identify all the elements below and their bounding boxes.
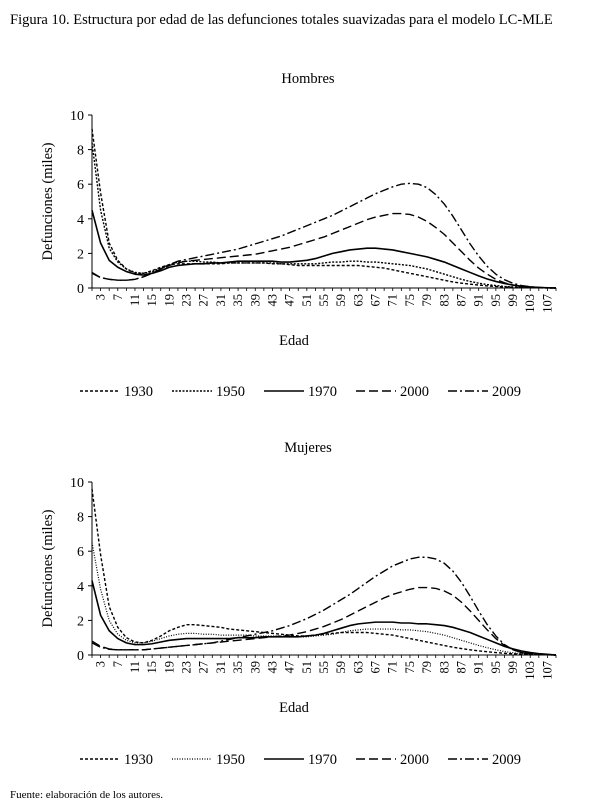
x-tick-label: 71 — [386, 294, 400, 307]
x-tick-label: 87 — [454, 661, 468, 674]
legend-label-1950: 1950 — [216, 384, 245, 400]
x-tick-label: 11 — [128, 294, 142, 306]
x-tick-label: 27 — [197, 661, 211, 674]
series-line-2000 — [91, 586, 557, 656]
x-tick-label: 19 — [162, 294, 176, 307]
x-tick-label: 43 — [265, 661, 279, 674]
x-tick-label: 39 — [248, 294, 262, 307]
series-line-1970 — [91, 580, 557, 656]
x-tick-label: 67 — [369, 661, 383, 674]
x-tick-label: 99 — [506, 294, 520, 307]
x-tick-label: 43 — [265, 294, 279, 307]
x-tick-label: 91 — [472, 661, 486, 674]
x-tick-label: 23 — [180, 661, 194, 674]
x-tick-label: 7 — [111, 294, 125, 300]
y-tick-label: 10 — [70, 476, 84, 491]
x-tick-label: 31 — [214, 294, 228, 307]
legend-label-2009: 2009 — [492, 384, 521, 400]
x-tick-label: 51 — [300, 294, 314, 307]
chart-title-mujeres: Mujeres — [284, 440, 332, 456]
x-tick-label: 31 — [214, 661, 228, 674]
x-tick-label: 55 — [317, 661, 331, 674]
x-tick-label: 35 — [231, 661, 245, 674]
source-footnote: Fuente: elaboración de los autores. — [10, 789, 164, 801]
series-line-2009 — [91, 556, 557, 656]
figure-title: Figura 10. Estructura por edad de las de… — [10, 12, 553, 28]
x-tick-label: 15 — [145, 661, 159, 674]
legend-label-1930: 1930 — [124, 384, 153, 400]
y-tick-label: 0 — [77, 282, 84, 297]
x-tick-label: 75 — [403, 661, 417, 674]
series-line-1950 — [91, 542, 557, 656]
x-tick-label: 107 — [540, 661, 554, 680]
x-tick-label: 103 — [523, 661, 537, 680]
x-tick-label: 3 — [94, 294, 108, 300]
x-tick-label: 39 — [248, 661, 262, 674]
x-tick-label: 95 — [489, 294, 503, 307]
legend-label-2000: 2000 — [400, 752, 429, 768]
series-line-2000 — [91, 212, 557, 289]
x-tick-label: 83 — [437, 661, 451, 674]
y-tick-label: 6 — [77, 545, 84, 560]
x-tick-label: 35 — [231, 294, 245, 307]
legend-label-1970: 1970 — [308, 384, 337, 400]
y-tick-label: 0 — [77, 649, 84, 664]
x-tick-label: 59 — [334, 294, 348, 307]
y-axis-label: Defunciones (miles) — [40, 142, 56, 260]
x-tick-label: 99 — [506, 661, 520, 674]
x-tick-label: 55 — [317, 294, 331, 307]
legend-label-1930: 1930 — [124, 752, 153, 768]
legend-label-2009: 2009 — [492, 752, 521, 768]
y-tick-label: 4 — [77, 213, 84, 228]
x-tick-label: 63 — [351, 661, 365, 674]
x-tick-label: 79 — [420, 661, 434, 674]
x-tick-label: 3 — [94, 661, 108, 667]
legend-label-2000: 2000 — [400, 384, 429, 400]
x-tick-label: 27 — [197, 294, 211, 307]
x-axis-label: Edad — [279, 700, 310, 716]
x-tick-label: 91 — [472, 294, 486, 307]
x-tick-label: 79 — [420, 294, 434, 307]
series-line-1970 — [91, 209, 557, 289]
y-tick-label: 2 — [77, 247, 84, 262]
legend-label-1950: 1950 — [216, 752, 245, 768]
x-tick-label: 95 — [489, 661, 503, 674]
y-tick-label: 8 — [77, 511, 84, 526]
x-tick-label: 11 — [128, 661, 142, 673]
x-tick-label: 51 — [300, 661, 314, 674]
chart-title-hombres: Hombres — [281, 71, 335, 87]
y-tick-label: 2 — [77, 614, 84, 629]
y-axis-label: Defunciones (miles) — [40, 509, 56, 627]
x-tick-label: 19 — [162, 661, 176, 674]
y-tick-label: 6 — [77, 178, 84, 193]
y-tick-label: 8 — [77, 144, 84, 159]
x-axis-label: Edad — [279, 333, 310, 349]
x-tick-label: 71 — [386, 661, 400, 674]
series-line-1930 — [91, 488, 557, 656]
x-tick-label: 107 — [540, 294, 554, 313]
x-tick-label: 7 — [111, 661, 125, 667]
legend-label-1970: 1970 — [308, 752, 337, 768]
x-tick-label: 47 — [283, 661, 297, 674]
x-tick-label: 23 — [180, 294, 194, 307]
x-tick-label: 15 — [145, 294, 159, 307]
x-tick-label: 59 — [334, 661, 348, 674]
x-tick-label: 63 — [351, 294, 365, 307]
x-tick-label: 47 — [283, 294, 297, 307]
x-tick-label: 87 — [454, 294, 468, 307]
y-tick-label: 10 — [70, 109, 84, 124]
x-tick-label: 67 — [369, 294, 383, 307]
x-tick-label: 103 — [523, 294, 537, 313]
x-tick-label: 75 — [403, 294, 417, 307]
series-line-2009 — [91, 182, 557, 289]
y-tick-label: 4 — [77, 580, 84, 595]
x-tick-label: 83 — [437, 294, 451, 307]
